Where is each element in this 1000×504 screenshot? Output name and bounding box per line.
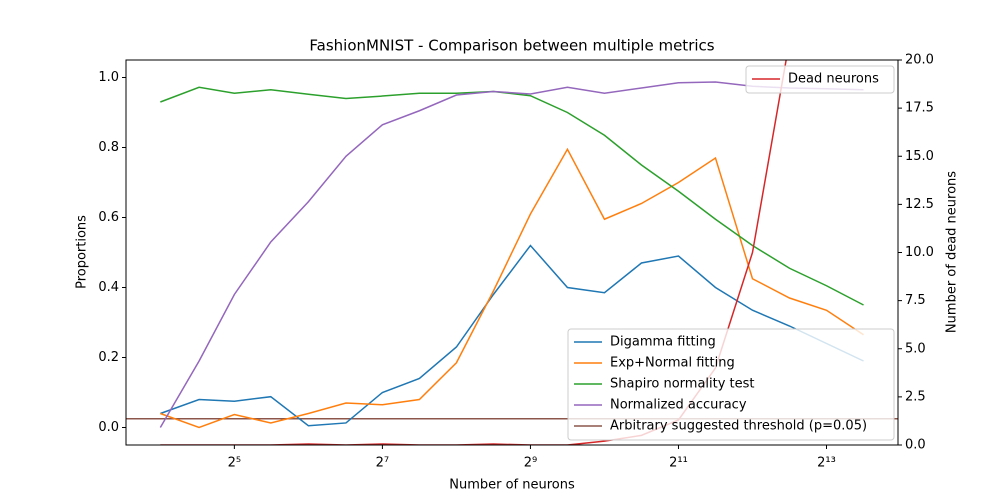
- legend-label: Exp+Normal fitting: [610, 356, 735, 371]
- legend-label: Dead neurons: [788, 72, 879, 87]
- x-axis-label: Number of neurons: [449, 478, 575, 493]
- x-tick-label: 2⁵: [228, 456, 241, 471]
- y-tick-label: 0.2: [98, 350, 119, 365]
- x-tick-label: 2⁷: [376, 456, 389, 471]
- y2-tick-label: 0.0: [905, 438, 926, 453]
- legend: Digamma fitting Exp+Normal fitting Shapiro…: [567, 65, 895, 441]
- x-tick-label: 2¹¹: [669, 456, 688, 471]
- y-tick-label: 1.0: [98, 70, 119, 85]
- y-axis-label: Proportions: [75, 215, 90, 289]
- legend-box: [567, 328, 895, 441]
- y-tick-label: 0.4: [98, 280, 119, 295]
- y2-tick-label: 5.0: [905, 341, 926, 356]
- series-line: [160, 244, 864, 427]
- chart-title: FashionMNIST - Comparison between multip…: [309, 37, 714, 55]
- legend-label: Arbitrary suggested threshold (p=0.05): [610, 419, 867, 434]
- y2-axis-label: Number of dead neurons: [945, 171, 960, 333]
- legend-label: Shapiro normality test: [610, 377, 755, 392]
- y-tick-label: 0.0: [98, 420, 119, 435]
- series-line: [160, 86, 864, 306]
- y2-tick-label: 20.0: [905, 53, 934, 68]
- y2-tick-label: 15.0: [905, 149, 934, 164]
- y2-tick-label: 2.5: [905, 389, 926, 404]
- legend-label: Digamma fitting: [610, 335, 716, 350]
- x-tick-label: 2¹³: [817, 456, 836, 471]
- y-tick-label: 0.6: [98, 210, 119, 225]
- y-tick-label: 0.8: [98, 140, 119, 155]
- axes: 2⁵ 2⁷ 2⁹ 2¹¹ 2¹³ 0.0 0.2 0.4 0.6 0.8 1.0 0.0 2.5 5.0 7…: [98, 53, 934, 471]
- y2-tick-label: 10.0: [905, 245, 934, 260]
- legend-box: [745, 65, 895, 94]
- legend-label: Normalized accuracy: [610, 398, 747, 413]
- series-line: [160, 147, 864, 429]
- y2-tick-label: 12.5: [905, 197, 934, 212]
- x-tick-label: 2⁹: [524, 456, 537, 471]
- y2-tick-label: 7.5: [905, 293, 926, 308]
- y2-tick-label: 17.5: [905, 101, 934, 116]
